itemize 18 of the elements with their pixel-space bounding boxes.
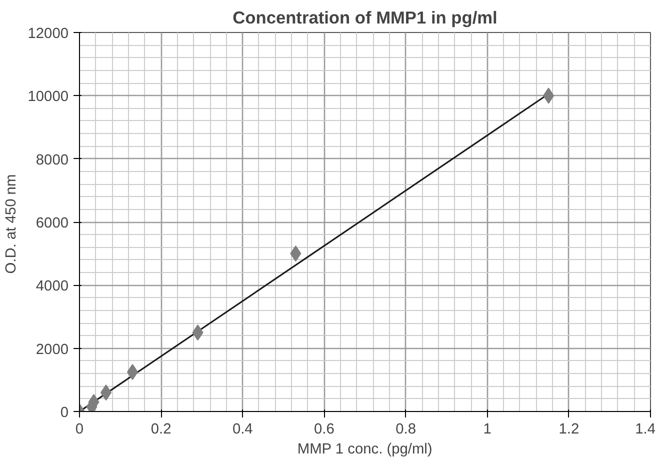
- x-tick-label: 1: [483, 422, 492, 438]
- x-tick-label: 0.2: [150, 422, 172, 438]
- y-tick-label: 8000: [36, 152, 69, 168]
- y-tick-label: 0: [60, 405, 69, 421]
- y-tick-label: 10000: [28, 89, 69, 106]
- x-tick-label: 1.4: [635, 422, 656, 438]
- x-tick-label: 0.4: [232, 422, 253, 438]
- y-tick-label: 2000: [36, 342, 69, 358]
- x-tick-label: 1.2: [558, 422, 580, 438]
- y-tick-label: 4000: [36, 278, 69, 295]
- y-axis-title: O.D. at 450 nm: [4, 174, 20, 274]
- x-axis-title: MMP 1 conc. (pg/ml): [297, 442, 432, 458]
- x-tick-label: 0.8: [396, 422, 416, 438]
- x-tick-label: 0.6: [314, 422, 334, 438]
- chart-title: Concentration of MMP1 in pg/ml: [232, 8, 498, 28]
- y-tick-label: 6000: [36, 216, 69, 232]
- x-tick-label: 0: [75, 422, 84, 438]
- y-tick-label: 12000: [28, 26, 69, 42]
